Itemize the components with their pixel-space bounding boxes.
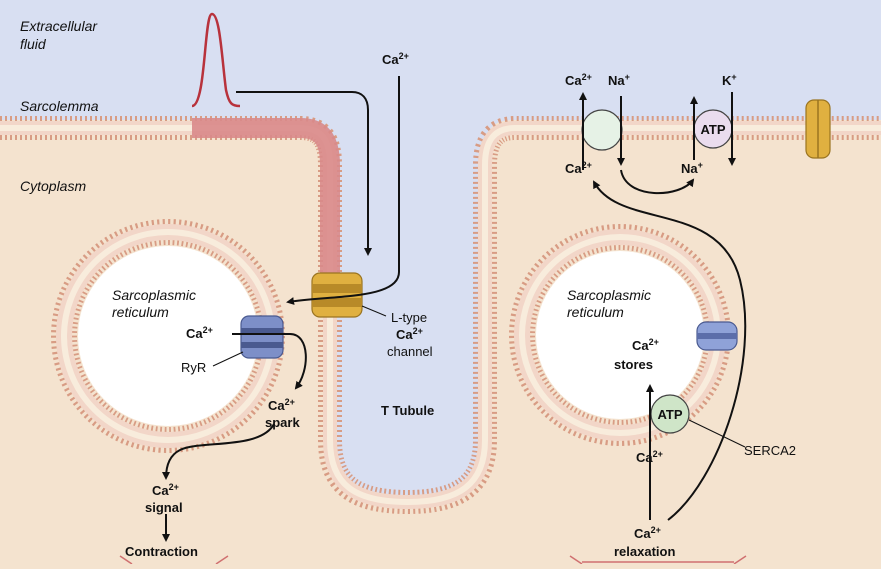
ryr-calcium-label: Ca2+ bbox=[186, 325, 213, 341]
spark-ion-label: Ca2+ bbox=[268, 397, 295, 413]
channel-leader-line bbox=[361, 305, 387, 317]
ap-to-channel-arrow bbox=[236, 91, 372, 256]
t-tubule-label: T Tubule bbox=[381, 403, 434, 418]
serca-leader-line bbox=[688, 419, 746, 448]
sodium-to-pump-arrow bbox=[620, 169, 695, 195]
depolarized-membrane-segment bbox=[192, 118, 340, 278]
signal-ion-label: Ca2+ bbox=[152, 482, 179, 498]
pump-potassium-label: K+ bbox=[722, 72, 737, 88]
atp-label-serca: ATP bbox=[657, 407, 682, 422]
spark-to-signal-arrow bbox=[162, 423, 275, 480]
extracellular-region bbox=[0, 0, 881, 500]
relaxation-ion-label: Ca2+ bbox=[634, 525, 661, 541]
channel-label-line1: L-type bbox=[391, 310, 427, 325]
sodium-calcium-exchanger bbox=[581, 109, 623, 151]
extracellular-label-line2: fluid bbox=[20, 36, 47, 52]
sr-left-label-line2: reticulum bbox=[112, 304, 169, 320]
contraction-label: Contraction bbox=[125, 544, 198, 559]
calcium-entry-arrow bbox=[286, 76, 400, 305]
action-potential-trace bbox=[191, 12, 241, 108]
bottom-structure-left bbox=[119, 555, 229, 565]
serca-calcium-label: Ca2+ bbox=[636, 449, 663, 465]
sarcoplasmic-reticulum-right bbox=[509, 224, 731, 446]
spark-word-label: spark bbox=[265, 415, 300, 430]
ncx-sodium-out-label: Na+ bbox=[608, 72, 630, 88]
arrows bbox=[162, 76, 747, 542]
pump-sodium-in-label: Na+ bbox=[681, 160, 703, 176]
signal-word-label: signal bbox=[145, 500, 183, 515]
sarcolemma-label: Sarcolemma bbox=[20, 98, 99, 114]
extracellular-label-line1: Extracellular bbox=[20, 18, 98, 34]
stores-ion-label: Ca2+ bbox=[632, 337, 659, 353]
sr-channel-right bbox=[696, 321, 738, 351]
atp-label-pump: ATP bbox=[700, 122, 725, 137]
ryr-channel bbox=[240, 315, 284, 359]
ncx-calcium-out-label: Ca2+ bbox=[565, 72, 592, 88]
cytoplasm-label: Cytoplasm bbox=[20, 178, 86, 194]
sr-right-label-line1: Sarcoplasmic bbox=[567, 287, 651, 303]
channel-label-line3: channel bbox=[387, 344, 433, 359]
ryr-leader-line bbox=[212, 351, 244, 367]
sr-left-label-line1: Sarcoplasmic bbox=[112, 287, 196, 303]
ryr-label: RyR bbox=[181, 360, 206, 375]
ryr-release-arrow bbox=[232, 333, 307, 390]
bottom-structure-right bbox=[569, 555, 747, 565]
ncx-calcium-in-label: Ca2+ bbox=[565, 160, 592, 176]
stores-word-label: stores bbox=[614, 357, 653, 372]
sr-right-label-line2: reticulum bbox=[567, 304, 624, 320]
relaxation-word-label: relaxation bbox=[614, 544, 675, 559]
serca-label: SERCA2 bbox=[744, 443, 796, 458]
calcium-entry-label: Ca2+ bbox=[382, 51, 409, 67]
membrane-channel-right bbox=[805, 99, 831, 159]
relaxation-to-ncx-arrow bbox=[593, 180, 747, 521]
channel-label-line2: Ca2+ bbox=[396, 326, 423, 342]
